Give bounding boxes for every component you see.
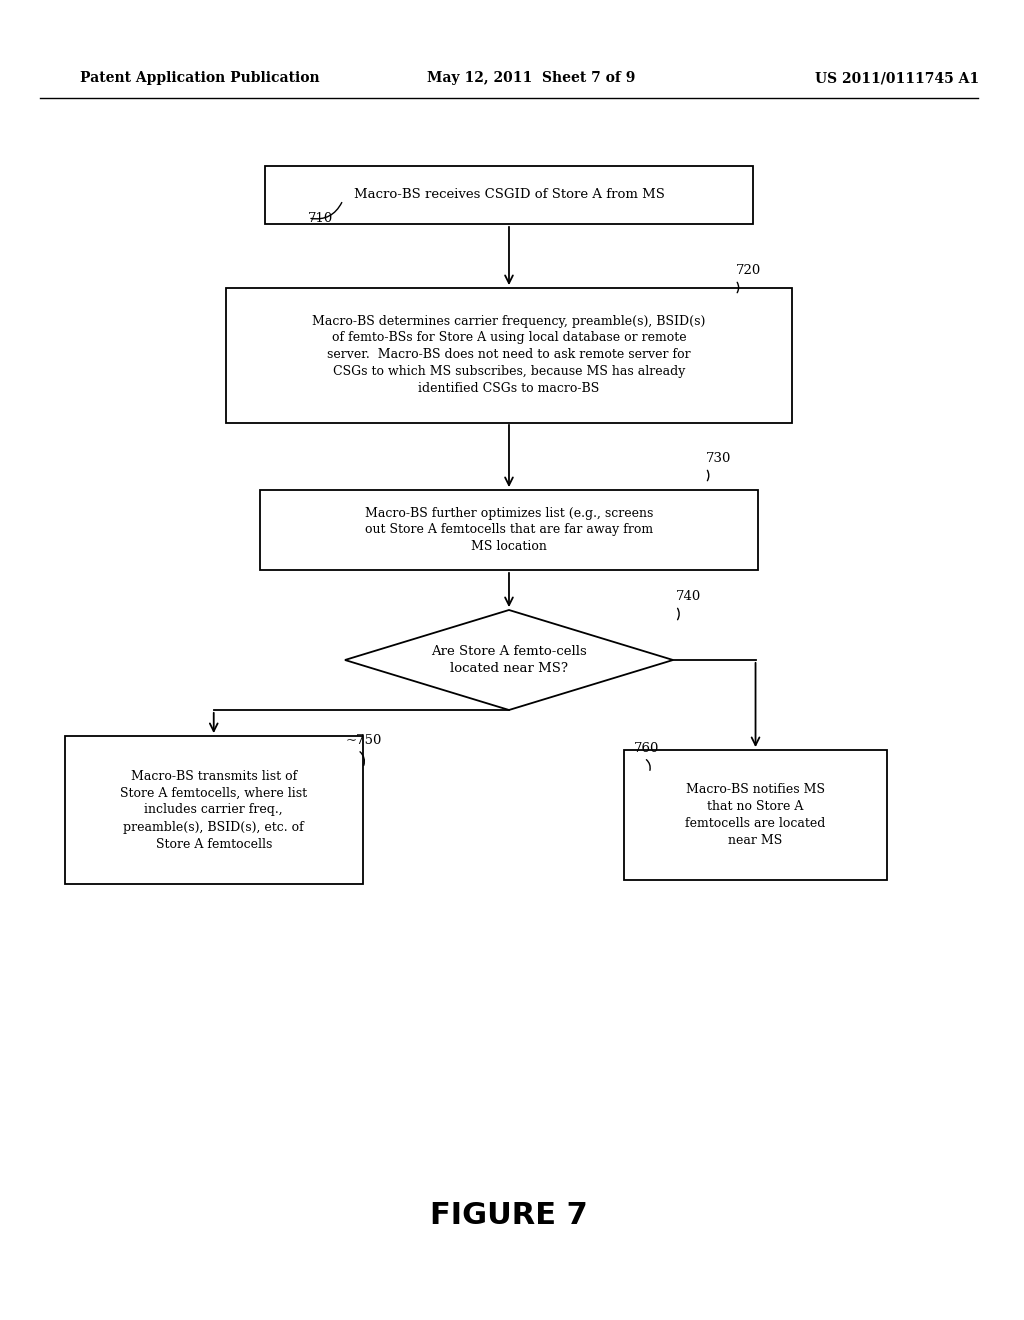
Text: Patent Application Publication: Patent Application Publication xyxy=(80,71,319,84)
Text: Macro-BS further optimizes list (e.g., screens
out Store A femtocells that are f: Macro-BS further optimizes list (e.g., s… xyxy=(365,507,653,553)
FancyBboxPatch shape xyxy=(225,288,793,422)
Text: Macro-BS receives CSGID of Store A from MS: Macro-BS receives CSGID of Store A from … xyxy=(353,189,665,202)
Text: Are Store A femto-cells
located near MS?: Are Store A femto-cells located near MS? xyxy=(431,645,587,675)
Text: 710: 710 xyxy=(308,211,334,224)
Text: 760: 760 xyxy=(634,742,659,755)
Text: 720: 720 xyxy=(735,264,761,276)
Text: ~750: ~750 xyxy=(346,734,382,747)
Text: Macro-BS determines carrier frequency, preamble(s), BSID(s)
of femto-BSs for Sto: Macro-BS determines carrier frequency, p… xyxy=(312,314,706,396)
Text: Macro-BS notifies MS
that no Store A
femtocells are located
near MS: Macro-BS notifies MS that no Store A fem… xyxy=(685,783,825,847)
FancyBboxPatch shape xyxy=(624,750,887,880)
FancyBboxPatch shape xyxy=(260,490,758,570)
Text: FIGURE 7: FIGURE 7 xyxy=(430,1200,588,1229)
Text: May 12, 2011  Sheet 7 of 9: May 12, 2011 Sheet 7 of 9 xyxy=(427,71,636,84)
Text: 740: 740 xyxy=(676,590,701,602)
Polygon shape xyxy=(345,610,673,710)
Text: 730: 730 xyxy=(706,451,731,465)
Text: Macro-BS transmits list of
Store A femtocells, where list
includes carrier freq.: Macro-BS transmits list of Store A femto… xyxy=(120,770,307,850)
FancyBboxPatch shape xyxy=(65,737,362,884)
Text: US 2011/0111745 A1: US 2011/0111745 A1 xyxy=(815,71,979,84)
FancyBboxPatch shape xyxy=(265,166,753,224)
